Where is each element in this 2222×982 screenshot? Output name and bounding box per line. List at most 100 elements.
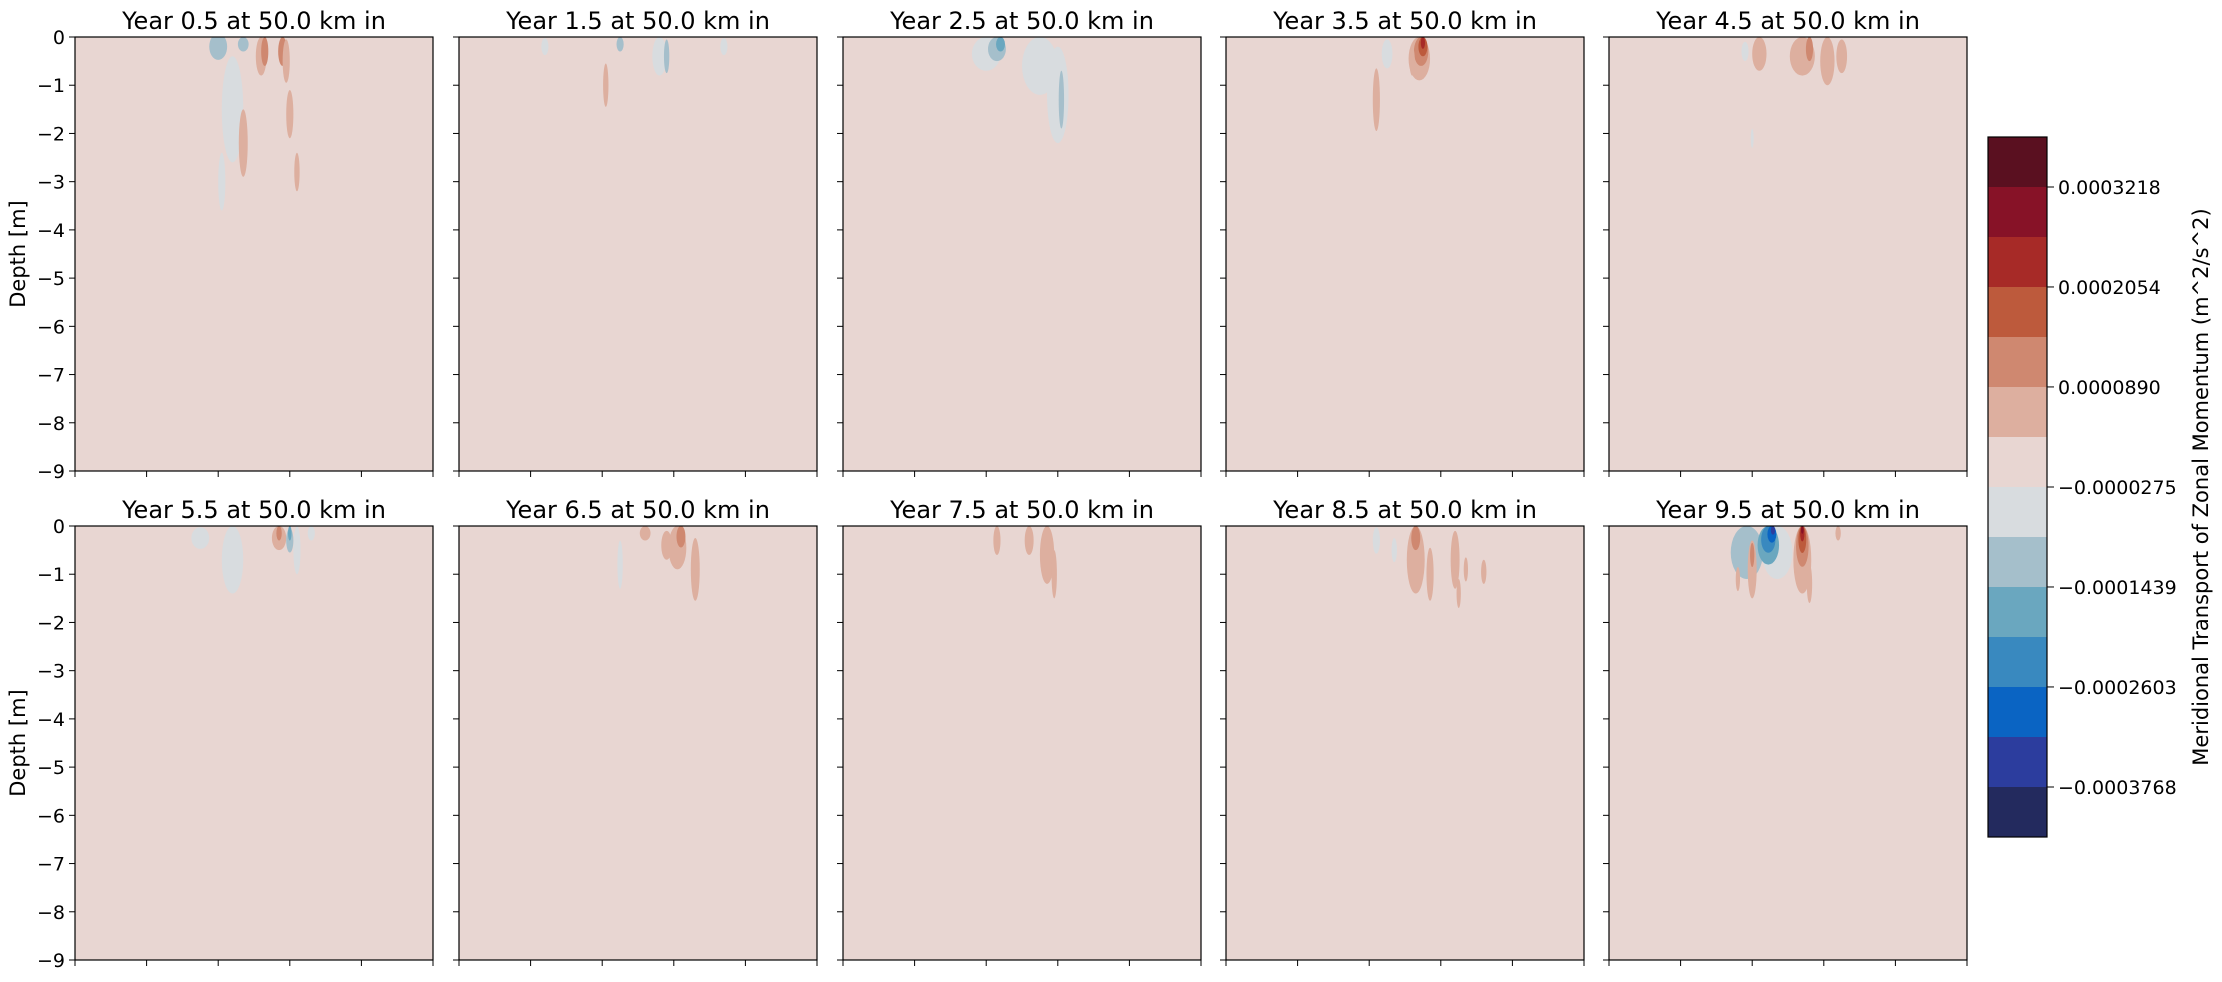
- contour-blob: [1051, 550, 1057, 599]
- contour-blob: [720, 38, 728, 56]
- y-tick-label: −1: [37, 564, 65, 586]
- panel-title: Year 4.5 at 50.0 km in: [1655, 7, 1920, 35]
- y-tick-label: −4: [37, 709, 65, 731]
- contour-blob: [1730, 526, 1763, 580]
- y-tick-label: −5: [37, 757, 65, 779]
- colorbar-tick-label: 0.0003218: [2058, 177, 2161, 199]
- y-tick-label: −3: [37, 172, 65, 194]
- colorbar-segment: [1988, 637, 2047, 688]
- contour-blob: [993, 526, 1001, 555]
- contour-blob: [1047, 46, 1069, 144]
- panel-background: [459, 37, 817, 471]
- contour-blob: [1372, 68, 1380, 132]
- colorbar-segment: [1988, 187, 2047, 238]
- contour-features: [191, 526, 315, 594]
- contour-blob: [1456, 579, 1461, 608]
- colorbar-segment: [1988, 387, 2047, 438]
- panel-title: Year 2.5 at 50.0 km in: [889, 7, 1154, 35]
- colorbar-segment: [1988, 787, 2047, 838]
- panel-title: Year 1.5 at 50.0 km in: [505, 7, 770, 35]
- contour-features: [1372, 37, 1431, 132]
- contour-blob: [276, 526, 282, 541]
- panel-background: [1609, 37, 1967, 471]
- contour-blob: [191, 527, 210, 549]
- colorbar-segment: [1988, 287, 2047, 338]
- y-tick-label: −6: [37, 805, 65, 827]
- contour-features: [617, 526, 700, 601]
- panel-9: Year 8.5 at 50.0 km in: [1220, 496, 1585, 966]
- colorbar-segment: [1988, 687, 2047, 738]
- contour-blob: [293, 526, 301, 575]
- panel-background: [75, 526, 433, 960]
- contour-blob: [996, 37, 1005, 52]
- colorbar-segment: [1988, 537, 2047, 588]
- contour-blob: [652, 37, 667, 76]
- panel-background: [459, 526, 817, 960]
- panel-background: [75, 37, 433, 471]
- contour-features: [971, 37, 1069, 144]
- contour-features: [541, 37, 728, 107]
- y-tick-label: −5: [37, 268, 65, 290]
- colorbar-segment: [1988, 337, 2047, 388]
- y-tick-label: −8: [37, 902, 65, 924]
- contour-blob: [1481, 559, 1487, 584]
- contour-blob: [286, 528, 294, 553]
- contour-blob: [1391, 538, 1397, 563]
- colorbar-tick-label: −0.0000275: [2058, 477, 2177, 499]
- panel-8: Year 7.5 at 50.0 km in: [837, 496, 1202, 966]
- contour-blob: [238, 109, 248, 177]
- panel-frame: [1225, 525, 1585, 961]
- panel-10: Year 9.5 at 50.0 km in: [1603, 496, 1968, 966]
- panel-title: Year 6.5 at 50.0 km in: [505, 496, 770, 524]
- contour-blob: [221, 56, 244, 163]
- contour-blob: [617, 540, 623, 589]
- colorbar-tick-label: 0.0000890: [2058, 377, 2161, 399]
- colorbar: 0.0003218 0.0002054 0.0000890 −0.0000275 −0.…: [1987, 136, 2213, 838]
- contour-blob: [661, 530, 673, 560]
- y-tick-label: −9: [37, 461, 65, 483]
- panel-title: Year 7.5 at 50.0 km in: [889, 496, 1154, 524]
- panels-group: Year 0.5 at 50.0 km in 0 −1 −2 −3 −4 −5 −6 −7 −8 −…: [6, 7, 1968, 972]
- contour-blob: [541, 38, 549, 56]
- y-tick-label: −8: [37, 413, 65, 435]
- contour-blob: [676, 526, 686, 548]
- contour-blob: [307, 526, 315, 541]
- panel-frame: [842, 525, 1202, 961]
- contour-features: [1730, 526, 1841, 604]
- contour-blob: [1752, 37, 1767, 71]
- panel-title: Year 8.5 at 50.0 km in: [1272, 496, 1537, 524]
- panel-frame: [842, 36, 1202, 472]
- y-tick-label: −6: [37, 316, 65, 338]
- panel-background: [1226, 526, 1584, 960]
- contour-features: [993, 526, 1057, 599]
- panel-background: [843, 37, 1201, 471]
- colorbar-segment: [1988, 737, 2047, 788]
- panel-4: Year 3.5 at 50.0 km in: [1220, 7, 1585, 477]
- y-tick-label: −1: [37, 75, 65, 97]
- contour-blob: [603, 63, 609, 107]
- y-tick-label: −7: [37, 365, 65, 387]
- y-tick-label: −7: [37, 854, 65, 876]
- y-tick-label: 0: [53, 516, 65, 538]
- contour-blob: [1463, 557, 1469, 582]
- panel-6: Year 5.5 at 50.0 km in 0 −1 −2 −3 −4 −5 −6 −7 −8 −…: [6, 496, 434, 972]
- contour-blob: [690, 538, 700, 601]
- colorbar-segment: [1988, 237, 2047, 288]
- colorbar-tick-label: −0.0003768: [2058, 777, 2177, 799]
- contour-blob: [294, 152, 300, 192]
- contour-blob: [237, 37, 249, 52]
- panel-title: Year 0.5 at 50.0 km in: [121, 7, 386, 35]
- panel-2: Year 1.5 at 50.0 km in: [453, 7, 818, 477]
- y-tick-label: −2: [37, 612, 65, 634]
- contour-blob: [1805, 37, 1814, 62]
- contour-blob: [261, 37, 269, 66]
- contour-blob: [1450, 530, 1460, 589]
- colorbar-segment: [1988, 487, 2047, 538]
- panel-background: [1226, 37, 1584, 471]
- contour-blob: [1835, 526, 1841, 541]
- panel-frame: [458, 525, 818, 961]
- contour-blob: [1820, 37, 1835, 86]
- y-tick-label: −9: [37, 950, 65, 972]
- contour-blob: [1058, 70, 1065, 129]
